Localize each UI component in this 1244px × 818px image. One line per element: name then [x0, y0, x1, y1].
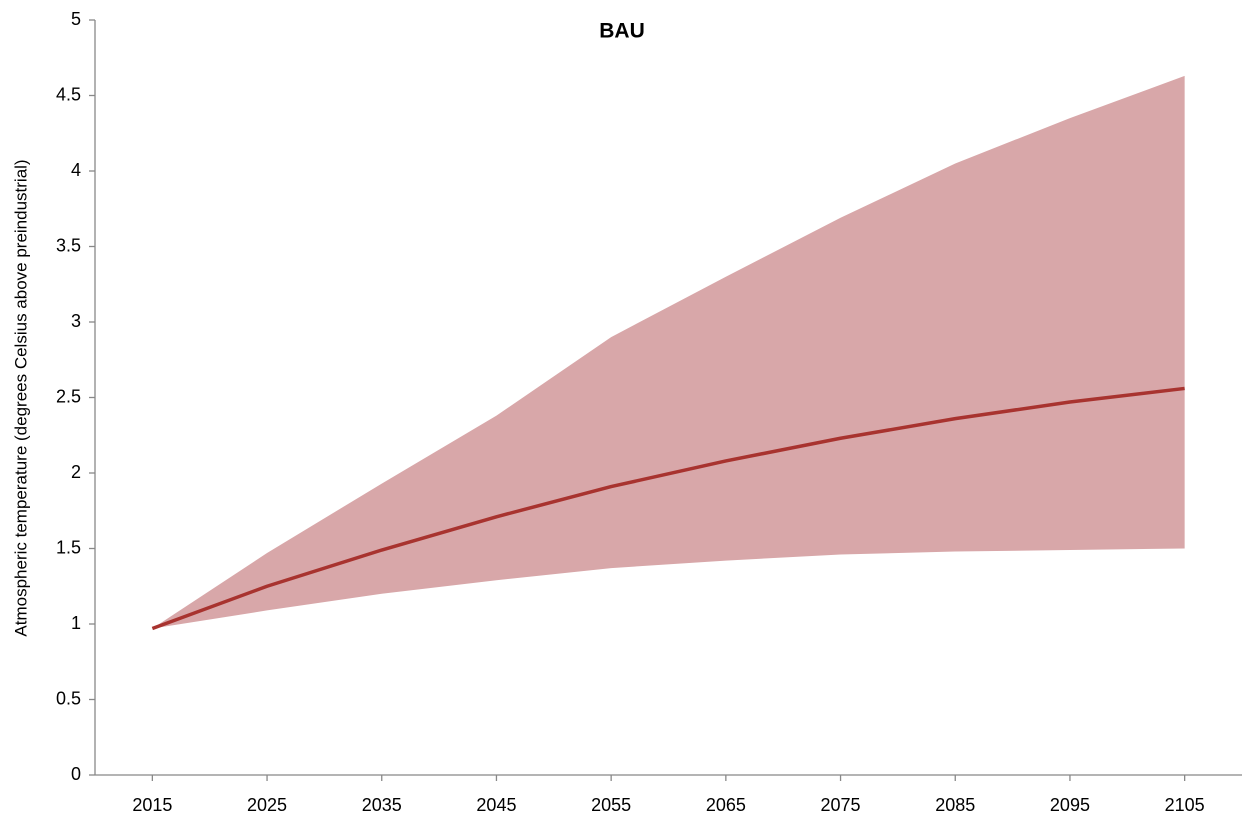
x-tick-label: 2015: [132, 795, 172, 815]
y-tick-label: 4: [71, 160, 81, 180]
x-tick-label: 2025: [247, 795, 287, 815]
x-tick-label: 2065: [706, 795, 746, 815]
y-tick-label: 0.5: [56, 688, 81, 708]
x-tick-label: 2085: [935, 795, 975, 815]
x-tick-label: 2075: [821, 795, 861, 815]
x-tick-label: 2105: [1165, 795, 1205, 815]
x-tick-label: 2095: [1050, 795, 1090, 815]
y-tick-label: 4.5: [56, 84, 81, 104]
chart-title: BAU: [599, 20, 645, 43]
x-tick-label: 2045: [476, 795, 516, 815]
y-tick-label: 3: [71, 311, 81, 331]
x-tick-label: 2035: [362, 795, 402, 815]
uncertainty-band: [152, 75, 1185, 629]
y-tick-label: 1: [71, 613, 81, 633]
line: [151, 386, 1185, 631]
y-tick-label: 2: [71, 462, 81, 482]
y-axis-label: Atmospheric temperature (degrees Celsius…: [11, 159, 30, 636]
y-tick-label: 0: [71, 764, 81, 784]
y-tick-label: 2.5: [56, 386, 81, 406]
y-tick-label: 3.5: [56, 235, 81, 255]
x-tick-label: 2055: [591, 795, 631, 815]
y-tick-label: 5: [71, 9, 81, 29]
y-tick-label: 1.5: [56, 537, 81, 557]
